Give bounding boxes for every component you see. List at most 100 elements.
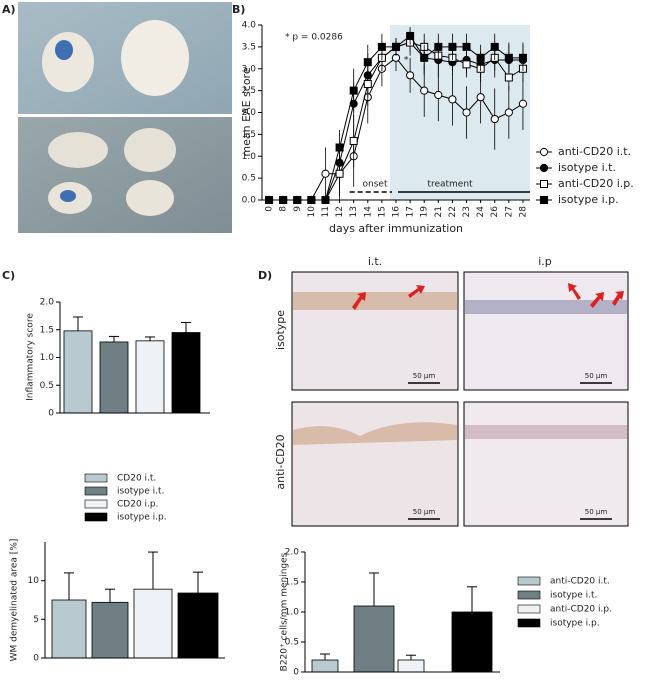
legend-label: isotype i.t.: [117, 487, 164, 497]
y-tick-label: 1.5: [285, 578, 299, 588]
legend-swatch: [517, 604, 541, 614]
point: [363, 80, 372, 89]
annotation: *: [404, 56, 409, 66]
legend-swatch: [517, 590, 541, 600]
legend-swatch: [517, 576, 541, 586]
point: [349, 86, 358, 95]
y-tick-label: 3.5: [242, 42, 256, 52]
y-tick-label: 0: [33, 654, 39, 664]
point: [349, 136, 358, 145]
y-tick-label: 1.5: [40, 325, 54, 335]
point: [363, 58, 372, 67]
x-tick-label: 17: [406, 206, 416, 217]
annotation: treatment: [427, 180, 473, 190]
x-tick-label: 11: [321, 206, 331, 217]
x-tick-label: 19: [420, 206, 430, 218]
y-tick-label: 0.0: [242, 196, 257, 206]
y-tick-label: 1.0: [242, 152, 257, 162]
legend-label: anti-CD20 i.t.: [550, 577, 610, 587]
legend-swatch: [84, 499, 108, 509]
bar: [91, 601, 129, 659]
point: [504, 73, 513, 82]
x-tick-label: 12: [335, 206, 345, 217]
scale-bar-label: 50 µm: [413, 508, 436, 516]
point: [321, 196, 330, 204]
x-tick-label: 22: [448, 206, 458, 217]
point: [434, 42, 443, 51]
x-tick-label: 9: [293, 206, 303, 212]
point: [420, 53, 429, 62]
x-tick-label: 21: [434, 206, 444, 217]
bar: [177, 592, 219, 659]
row-label: anti-CD20: [274, 434, 287, 489]
bar: [63, 330, 93, 414]
point: [279, 196, 288, 204]
legend-marker: [539, 163, 549, 173]
point: [490, 42, 499, 51]
x-tick-label: 15: [377, 206, 387, 217]
y-tick-label: 2.0: [242, 108, 257, 118]
legend-label: isotype i.p.: [558, 193, 619, 206]
bar: [311, 659, 339, 673]
panel-label: A): [2, 3, 16, 16]
x-tick-label: 13: [349, 206, 359, 217]
y-axis-label: mean EAE score: [240, 67, 253, 156]
bar: [99, 341, 129, 414]
scale-bar-label: 50 µm: [413, 372, 436, 380]
point: [335, 143, 344, 152]
point: [462, 108, 471, 117]
histology-images: [291, 271, 629, 527]
x-tick-label: 16: [392, 206, 402, 218]
y-axis-label: B220⁺ cells/mm meninges: [280, 552, 290, 671]
legend-label: isotype i.t.: [558, 161, 616, 174]
x-tick-label: 23: [462, 206, 472, 217]
x-tick-label: 0: [265, 206, 275, 212]
legend-label: isotype i.p.: [117, 513, 167, 523]
row-label: isotype: [274, 310, 287, 350]
panel-label: D): [258, 269, 272, 282]
legend-label: anti-CD20 i.t.: [558, 145, 631, 158]
panel-label: C): [2, 269, 15, 282]
point: [462, 42, 471, 51]
y-tick-label: 2.5: [242, 86, 256, 96]
point: [448, 42, 457, 51]
x-tick-label: 28: [518, 206, 528, 218]
point: [434, 90, 443, 100]
y-axis-label: Inflammatory score: [26, 313, 36, 401]
legend-swatch: [84, 473, 108, 483]
bar: [353, 605, 395, 673]
column-label: i.t.: [368, 255, 382, 268]
legend-swatch: [517, 618, 541, 628]
point: [476, 93, 485, 102]
bar: [133, 588, 173, 659]
bar: [171, 332, 201, 414]
point: [321, 169, 330, 178]
legend-label: CD20 i.t.: [117, 474, 156, 484]
point: [307, 196, 316, 204]
legend-label: CD20 i.p.: [117, 500, 158, 510]
y-tick-label: 1.0: [285, 608, 300, 618]
y-tick-label: 0.5: [285, 638, 299, 648]
point: [504, 108, 513, 117]
y-tick-label: 0: [48, 409, 54, 419]
bar: [51, 599, 87, 659]
legend-label: isotype i.p.: [550, 619, 600, 629]
x-tick-label: 27: [504, 206, 514, 217]
legend-label: isotype i.t.: [550, 591, 597, 601]
x-tick-label: 14: [363, 206, 373, 218]
x-tick-label: 26: [490, 206, 500, 218]
x-tick-label: 10: [307, 206, 317, 218]
y-tick-label: 10: [28, 576, 40, 586]
column-label: i.p: [538, 255, 552, 268]
x-axis-label: days after immunization: [329, 222, 463, 235]
point: [504, 53, 513, 62]
y-tick-label: 2.0: [40, 298, 55, 308]
point: [490, 114, 499, 124]
legend-swatch: [84, 512, 108, 522]
y-tick-label: 5: [33, 615, 39, 625]
point: [406, 31, 415, 40]
bar: [451, 611, 493, 673]
point: [406, 71, 415, 80]
y-tick-label: 1.0: [40, 353, 55, 363]
